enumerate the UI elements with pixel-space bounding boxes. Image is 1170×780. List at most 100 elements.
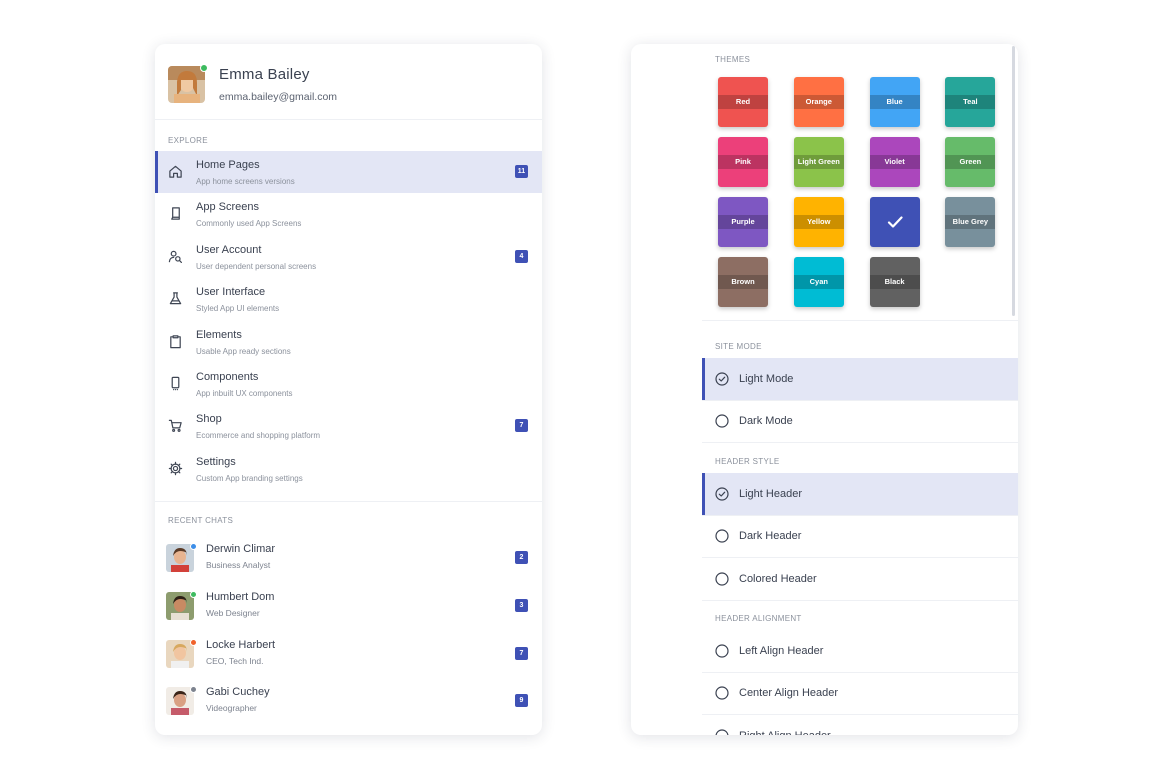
header-alignment-option-left-align-header[interactable]: Left Align Header	[702, 630, 1018, 672]
divider	[702, 599, 1018, 601]
theme-swatch-brown[interactable]: Brown	[718, 257, 768, 307]
avatar	[166, 687, 194, 716]
option-label: Center Align Header	[739, 687, 839, 700]
nav-item-home-pages[interactable]: Home Pages App home screens versions 11	[155, 151, 542, 193]
theme-swatch-pink[interactable]: Pink	[718, 137, 768, 187]
radio-unchecked-icon	[715, 571, 729, 586]
theme-swatch-cyan[interactable]: Cyan	[793, 257, 844, 307]
nav-item-subtitle: App home screens versions	[196, 177, 295, 186]
divider	[702, 400, 1018, 401]
header-style-option-light-header[interactable]: Light Header	[702, 473, 1018, 515]
check-icon	[870, 197, 920, 247]
theme-swatch-blue[interactable]: Blue	[869, 77, 920, 127]
theme-swatch-orange[interactable]: Orange	[793, 77, 844, 127]
unread-badge: 7	[515, 646, 528, 660]
theme-swatch-teal[interactable]: Teal	[945, 77, 996, 127]
theme-swatch-label: Green	[945, 155, 996, 169]
nav-item-shop[interactable]: Shop Ecommerce and shopping platform 7	[155, 405, 542, 447]
header-style-option-colored-header[interactable]: Colored Header	[702, 558, 1018, 600]
nav-item-title: App Screens	[196, 201, 259, 214]
option-label: Dark Mode	[739, 415, 793, 428]
header-style-option-dark-header[interactable]: Dark Header	[702, 515, 1018, 557]
chat-role: CEO, Tech Ind.	[206, 655, 264, 666]
theme-swatch-yellow[interactable]: Yellow	[793, 197, 844, 247]
chat-avatar-wrapper	[166, 638, 197, 668]
site-mode-section-title: SITE MODE	[715, 342, 762, 351]
scrollbar[interactable]	[1012, 46, 1015, 316]
header-alignment-section-title: HEADER ALIGNMENT	[715, 614, 802, 623]
radio-unchecked-icon	[715, 728, 729, 735]
divider	[702, 714, 1018, 716]
nav-item-title: Elements	[196, 328, 242, 341]
theme-swatch-red[interactable]: Red	[718, 77, 768, 127]
home-icon	[168, 164, 183, 179]
theme-swatch-blue-grey[interactable]: Blue Grey	[945, 197, 996, 247]
chat-role: Videographer	[206, 703, 257, 714]
radio-unchecked-icon	[715, 414, 729, 428]
theme-swatch-purple[interactable]: Purple	[718, 197, 768, 247]
nav-item-settings[interactable]: Settings Custom App branding settings	[155, 448, 542, 490]
theme-swatch-label: Pink	[718, 155, 768, 169]
theme-swatch-label: Purple	[718, 215, 768, 229]
header-alignment-option-right-align-header[interactable]: Right Align Header	[702, 715, 1018, 735]
nav-item-subtitle: Usable App ready sections	[196, 346, 291, 356]
chat-item[interactable]: Derwin Climar Business Analyst 2	[155, 543, 542, 592]
theme-swatch-selected[interactable]	[869, 197, 920, 247]
flask-icon	[168, 291, 183, 306]
theme-swatch-label: Blue Grey	[945, 215, 996, 229]
chat-item[interactable]: Gabi Cuchey Videographer 9	[155, 686, 542, 735]
navigation-panel: Emma Bailey emma.bailey@gmail.com EXPLOR…	[155, 44, 542, 735]
user-search-icon	[168, 249, 183, 264]
nav-item-subtitle: User dependent personal screens	[196, 261, 317, 271]
nav-item-app-screens[interactable]: App Screens Commonly used App Screens	[155, 193, 542, 235]
profile-email: emma.bailey@gmail.com	[219, 91, 338, 103]
theme-swatch-label: Teal	[945, 95, 996, 109]
theme-swatch-violet[interactable]: Violet	[869, 137, 920, 187]
smartphone-icon	[168, 376, 183, 391]
nav-item-elements[interactable]: Elements Usable App ready sections	[155, 321, 542, 363]
radio-checked-icon	[715, 487, 729, 501]
count-badge: 11	[515, 165, 528, 178]
radio-unchecked-icon	[715, 644, 729, 658]
chat-avatar-wrapper	[166, 686, 197, 716]
nav-item-subtitle: Styled App UI elements	[196, 304, 280, 314]
theme-swatch-green[interactable]: Green	[945, 137, 996, 187]
option-label: Light Mode	[739, 373, 794, 385]
nav-item-user-interface[interactable]: User Interface Styled App UI elements	[155, 278, 542, 320]
theme-swatch-label: Orange	[793, 95, 844, 109]
nav-item-components[interactable]: Components App inbuilt UX components	[155, 363, 542, 405]
cart-icon	[168, 418, 183, 433]
mobile-screens-icon	[168, 206, 183, 221]
theme-swatch-label: Light Green	[793, 155, 844, 169]
unread-badge: 2	[515, 551, 528, 564]
nav-item-title: User Account	[196, 243, 262, 256]
themes-section-title: THEMES	[715, 55, 751, 64]
nav-item-user-account[interactable]: User Account User dependent personal scre…	[155, 236, 542, 278]
unread-badge: 9	[515, 694, 528, 708]
nav-item-title: Components	[196, 371, 259, 383]
nav-item-subtitle: Commonly used App Screens	[196, 219, 302, 229]
chat-item[interactable]: Locke Harbert CEO, Tech Ind. 7	[155, 638, 542, 688]
theme-swatch-black[interactable]: Black	[869, 257, 920, 307]
status-dot	[190, 638, 197, 646]
divider	[702, 672, 1018, 673]
theme-swatch-light-green[interactable]: Light Green	[793, 137, 844, 187]
nav-item-title: Shop	[196, 413, 222, 426]
nav-item-subtitle: App inbuilt UX components	[196, 389, 293, 398]
header-alignment-option-center-align-header[interactable]: Center Align Header	[702, 672, 1018, 714]
unread-badge: 3	[515, 598, 528, 612]
site-mode-option-dark-mode[interactable]: Dark Mode	[702, 400, 1018, 442]
theme-swatch-label: Red	[718, 95, 768, 109]
profile-avatar[interactable]	[168, 64, 208, 103]
theme-swatch-label: Violet	[869, 155, 920, 169]
user-profile[interactable]: Emma Bailey emma.bailey@gmail.com	[155, 44, 542, 120]
header-style-section-title: HEADER STYLE	[715, 457, 780, 466]
chat-name: Locke Harbert	[206, 638, 276, 651]
profile-name: Emma Bailey	[219, 66, 310, 83]
option-label: Dark Header	[739, 530, 802, 543]
gear-icon	[168, 461, 183, 476]
site-mode-option-light-mode[interactable]: Light Mode	[702, 358, 1018, 400]
avatar	[166, 639, 194, 668]
radio-checked-icon	[715, 372, 729, 386]
chat-item[interactable]: Humbert Dom Web Designer 3	[155, 590, 542, 640]
